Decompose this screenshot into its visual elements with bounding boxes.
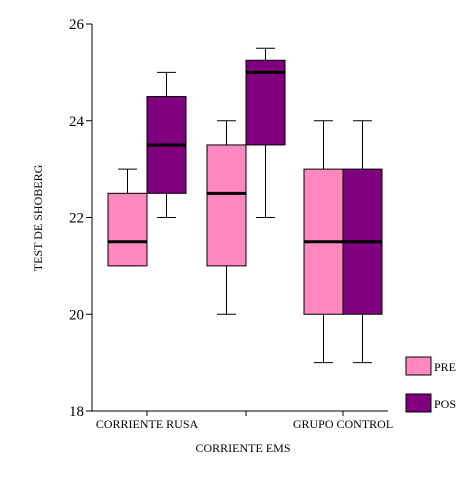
plot-area	[107, 47, 383, 364]
x-category-label: GRUPO CONTROL	[293, 417, 393, 431]
y-tick-label: 18	[69, 404, 84, 420]
legend-swatch-pre	[405, 356, 432, 376]
boxplot-pre	[303, 120, 344, 364]
y-ticks: 18 20 22 24 26	[69, 17, 92, 420]
box	[107, 192, 148, 267]
y-axis-title: TEST DE SHOBERG	[31, 164, 45, 271]
boxplot-pre	[107, 168, 148, 267]
x-category-label: CORRIENTE RUSA	[96, 417, 199, 431]
box	[206, 144, 247, 267]
box	[245, 59, 286, 146]
y-tick-label: 26	[69, 17, 85, 33]
y-tick-label: 22	[69, 211, 84, 227]
boxplot-pos	[342, 120, 383, 364]
x-axis-title: CORRIENTE EMS	[195, 441, 290, 455]
legend: PRE POS	[405, 356, 456, 413]
boxplot-pos	[245, 47, 286, 218]
legend-label-pre: PRE	[434, 360, 456, 374]
boxplot-pre	[206, 120, 247, 315]
y-tick-label: 24	[69, 114, 85, 130]
legend-swatch-pos	[405, 393, 432, 413]
x-ticks	[146, 411, 344, 416]
legend-label-pos: POS	[434, 397, 456, 411]
boxplot-pos	[146, 71, 187, 218]
y-tick-label: 20	[69, 307, 84, 323]
